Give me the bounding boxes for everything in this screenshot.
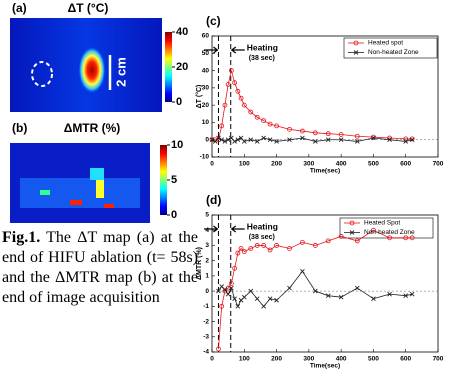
x-tick-label: 300: [303, 161, 314, 168]
y-tick-label: 2: [205, 257, 209, 264]
colorbar-tick-label: 0: [171, 209, 177, 221]
y-tick-label: -2: [203, 318, 209, 325]
panel-label: (a): [12, 1, 27, 15]
colorbar-tick-label: 10: [171, 139, 183, 151]
y-tick-label: 40: [202, 67, 210, 74]
y-axis-label: ΔT (°C): [195, 85, 203, 109]
colorbar-tick-label: 40: [176, 26, 188, 38]
legend-label: Heated Spot: [364, 220, 400, 227]
marker: [233, 297, 237, 301]
x-tick-label: 700: [433, 161, 444, 168]
x-tick-label: 600: [400, 161, 411, 168]
heatmap-texture: [90, 168, 104, 180]
y-tick-label: 20: [202, 102, 210, 109]
panel-title: ΔMTR (%): [64, 121, 121, 135]
x-tick-label: 0: [210, 161, 214, 168]
line-chart: (d) -4 -3 -2 -1 0 1 2 3 4 5 0 100 200 300 400 500 600 700 T…: [196, 193, 444, 370]
panel-b: (b) ΔMTR (%): [10, 121, 167, 223]
x-axis-label: Time(sec): [310, 363, 340, 370]
x-tick-label: 100: [239, 161, 250, 168]
annotation: Heating: [247, 221, 278, 231]
y-tick-label: 0: [205, 136, 209, 143]
scale-bar-label: 2 cm: [113, 57, 128, 87]
panel-title: ΔT (°C): [68, 1, 109, 15]
marker: [236, 304, 240, 308]
y-tick-label: 1: [205, 273, 209, 280]
y-tick-label: 5: [205, 212, 209, 219]
y-tick-label: 30: [202, 85, 210, 92]
heatmap-texture: [40, 190, 50, 195]
x-tick-label: 200: [271, 161, 282, 168]
heatmap-texture: [104, 204, 114, 208]
legend-label: Non-heated Zone: [364, 229, 415, 236]
x-axis-label: Time(sec): [310, 168, 340, 175]
y-tick-label: 50: [202, 50, 210, 57]
colorbar: [165, 32, 172, 102]
y-tick-label: -4: [203, 349, 209, 356]
arrow: [204, 47, 245, 53]
marker: [300, 269, 304, 273]
x-tick-label: 200: [271, 356, 282, 363]
y-tick-label: -3: [203, 333, 209, 340]
x-tick-label: 300: [303, 356, 314, 363]
marker: [355, 286, 359, 290]
x-tick-label: 500: [368, 356, 379, 363]
series-line: [218, 271, 412, 306]
marker: [242, 295, 246, 299]
panel-label: (c): [206, 14, 221, 28]
x-tick-label: 400: [336, 356, 347, 363]
annotation: (38 sec): [249, 234, 275, 241]
annotation: (38 sec): [249, 55, 275, 62]
x-tick-label: 500: [368, 161, 379, 168]
colorbar-tick-label: 0: [176, 96, 182, 108]
y-tick-label: 4: [205, 227, 209, 234]
marker: [262, 304, 266, 308]
y-tick-label: -1: [203, 303, 209, 310]
legend-label: Non-heated Zone: [368, 49, 419, 56]
legend-label: Heated spot: [368, 40, 403, 47]
y-tick-label: 3: [205, 242, 209, 249]
figure: (a) ΔT (°C) 2 cm (b) ΔMTR (%) 020400510(…: [0, 0, 464, 373]
y-tick-label: 60: [202, 33, 210, 40]
marker: [226, 292, 230, 296]
x-tick-label: 700: [433, 356, 444, 363]
arrow: [204, 226, 245, 232]
page: (a) ΔT (°C) 2 cm (b) ΔMTR (%) 020400510(…: [0, 0, 464, 373]
x-tick-label: 0: [210, 356, 214, 363]
y-tick-label: 0: [205, 288, 209, 295]
y-tick-label: -10: [200, 154, 210, 161]
caption-label: Fig.1.: [2, 229, 40, 246]
marker: [287, 286, 291, 290]
y-tick-label: 10: [202, 119, 210, 126]
panel-label: (d): [206, 193, 221, 207]
marker: [255, 297, 259, 301]
annotation: Heating: [247, 42, 278, 52]
panel-label: (b): [12, 121, 27, 135]
colorbar-tick-label: 20: [176, 61, 188, 73]
heatmap-texture: [70, 200, 82, 205]
series-line: [218, 230, 412, 349]
x-tick-label: 600: [400, 356, 411, 363]
hot-spot: [78, 46, 106, 94]
colorbar-tick-label: 5: [171, 174, 177, 186]
heatmap-texture: [96, 180, 104, 198]
panel-a: (a) ΔT (°C) 2 cm: [10, 1, 172, 112]
x-tick-label: 100: [239, 356, 250, 363]
colorbar: [160, 145, 167, 215]
x-tick-label: 400: [336, 161, 347, 168]
caption: Fig.1. The ΔT map (a) at the end of HIFU…: [2, 228, 198, 308]
